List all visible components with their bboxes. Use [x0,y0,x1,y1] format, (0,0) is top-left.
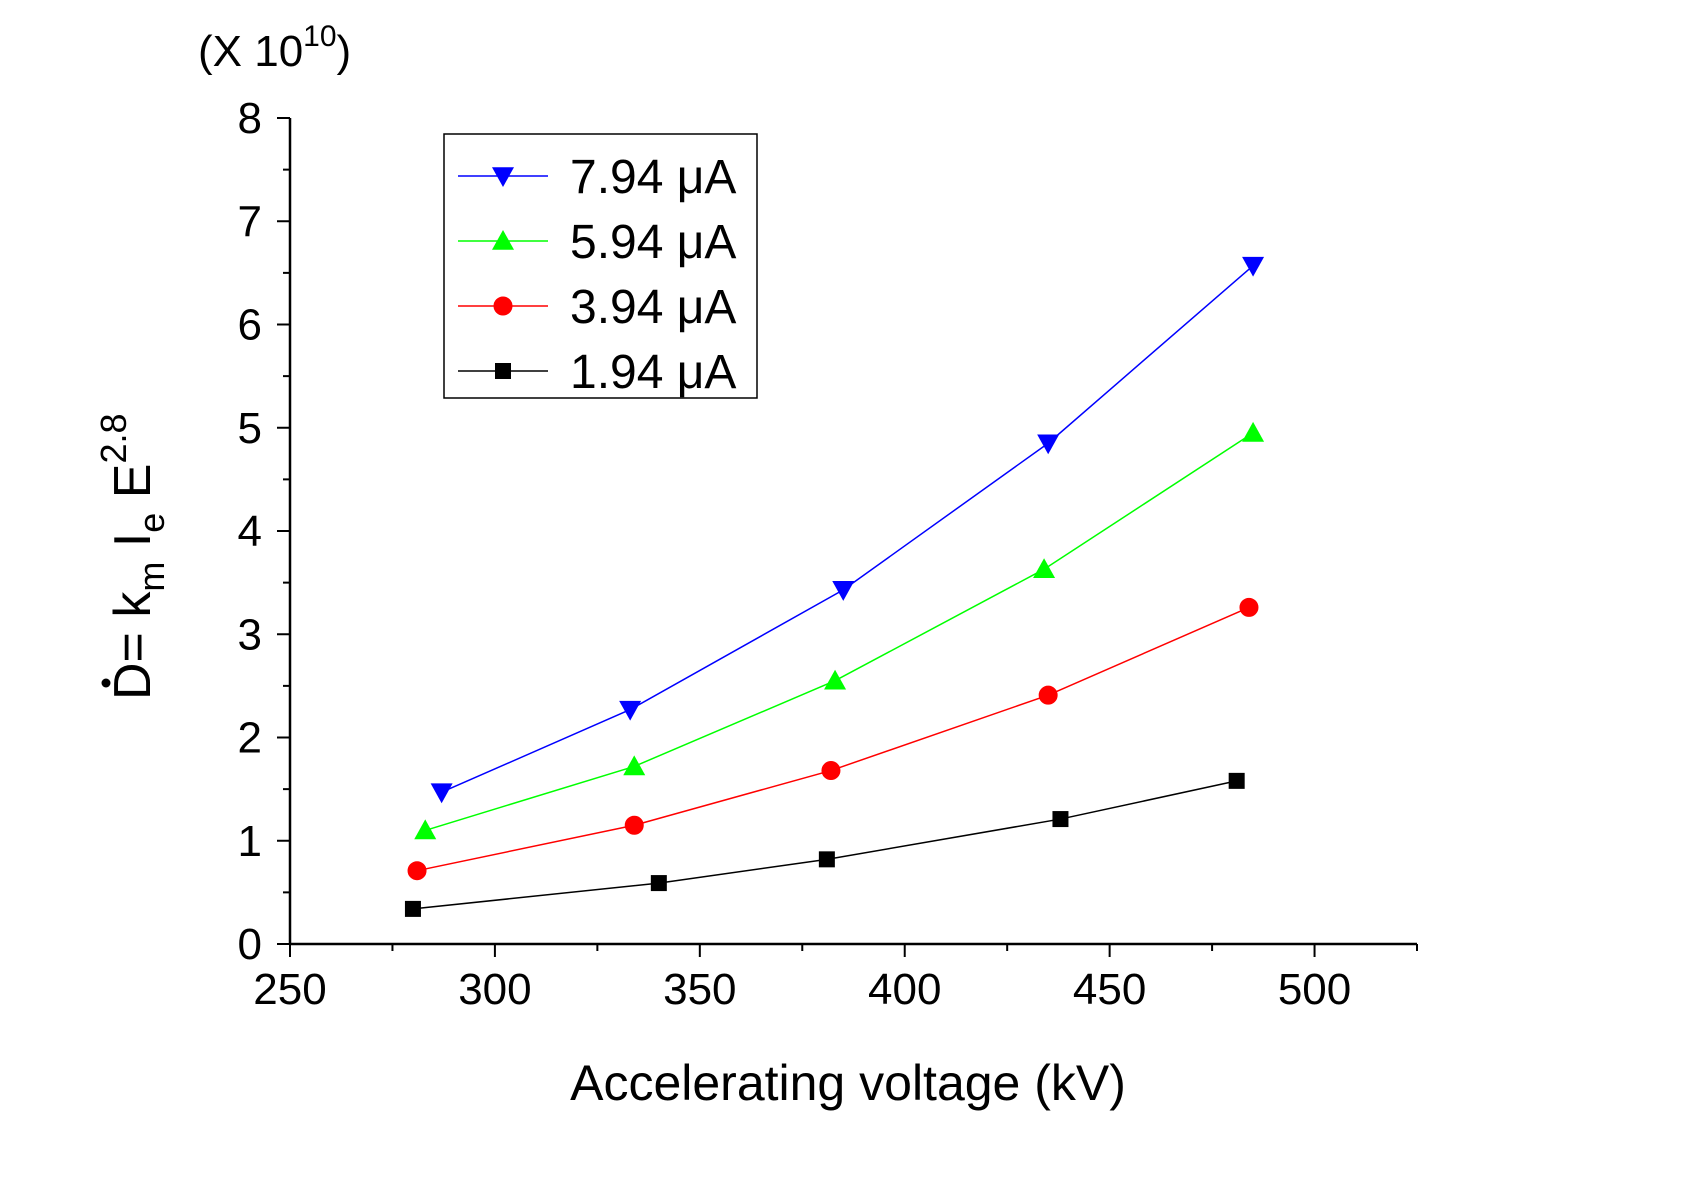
y-multiplier-close: ) [337,27,352,76]
svg-text:D= km Ie E2.8: D= km Ie E2.8 [93,414,172,701]
data-point [619,700,642,721]
data-point [821,761,841,781]
legend-label: 7.94 μA [570,151,736,204]
y-multiplier-base: (X 10 [198,27,303,76]
series-0 [430,256,1265,804]
y-axis-title: D= km Ie E2.8 [93,414,172,701]
y-multiplier-exponent: 10 [303,20,336,53]
y-axis-title-dot [101,678,111,688]
axes: 250 300 350 400 450 500 0 1 2 3 4 5 6 7 8 [238,94,1418,1014]
y-tick-label: 2 [238,714,262,763]
series-line [412,780,1237,910]
data-point [623,755,646,776]
data-point [650,875,667,892]
legend-label: 3.94 μA [570,281,736,334]
x-tick-label: 400 [868,965,941,1014]
legend-item-3: 1.94 μA [458,346,736,399]
svg-text:(X 1010): (X 1010) [198,20,351,76]
legend-label: 5.94 μA [570,216,736,269]
y-tick-label: 1 [238,817,262,866]
data-point [1033,558,1056,579]
legend-item-1: 5.94 μA [458,216,736,269]
legend-label: 1.94 μA [570,346,736,399]
data-point [832,581,855,601]
x-tick-label: 300 [458,965,531,1014]
data-point [1052,811,1069,828]
data-point [1239,597,1259,617]
y-axis-title-sup: 2.8 [93,414,134,464]
y-axis-title-mid: I [104,533,162,562]
data-point [414,819,437,840]
legend-marker [495,363,511,379]
data-point [407,861,427,881]
data-point [824,669,847,690]
data-point [1228,772,1245,789]
series-3 [404,772,1245,917]
data-point [1242,256,1265,277]
x-axis-title: Accelerating voltage (kV) [570,1055,1126,1111]
legend-marker [492,230,514,250]
legend-marker [493,296,513,316]
y-tick-label: 6 [238,301,262,350]
series-2 [407,597,1259,881]
legend-item-0: 7.94 μA [458,151,736,204]
y-multiplier: (X 1010) [198,20,351,76]
legend-marker [492,167,514,187]
y-axis-title-tail: E [104,464,162,513]
y-tick-label: 3 [238,610,262,659]
data-point [430,783,453,804]
data-point [1037,434,1060,455]
series-layer [404,256,1265,917]
y-tick-label: 7 [238,197,262,246]
legend: 7.94 μA 5.94 μA 3.94 μA 1.94 μA [443,133,758,399]
x-tick-label: 500 [1278,965,1351,1014]
y-tick-label: 4 [238,507,262,556]
y-tick-label: 8 [238,94,262,143]
legend-box [443,133,758,399]
data-point [1242,421,1265,442]
y-tick-label: 5 [238,404,262,453]
x-tick-label: 250 [253,965,326,1014]
y-axis-title-sub2: e [131,513,172,533]
y-axis-title-sub1: m [131,562,172,592]
y-axis-title-prefix: D= k [104,591,162,700]
data-point [404,900,421,917]
legend-item-2: 3.94 μA [458,281,736,334]
data-point [1038,685,1058,705]
x-tick-label: 450 [1073,965,1146,1014]
data-point [624,815,644,835]
series-1 [414,421,1265,840]
x-tick-label: 350 [663,965,736,1014]
series-line [416,606,1250,872]
data-point [818,851,835,868]
y-tick-label: 0 [238,920,262,969]
